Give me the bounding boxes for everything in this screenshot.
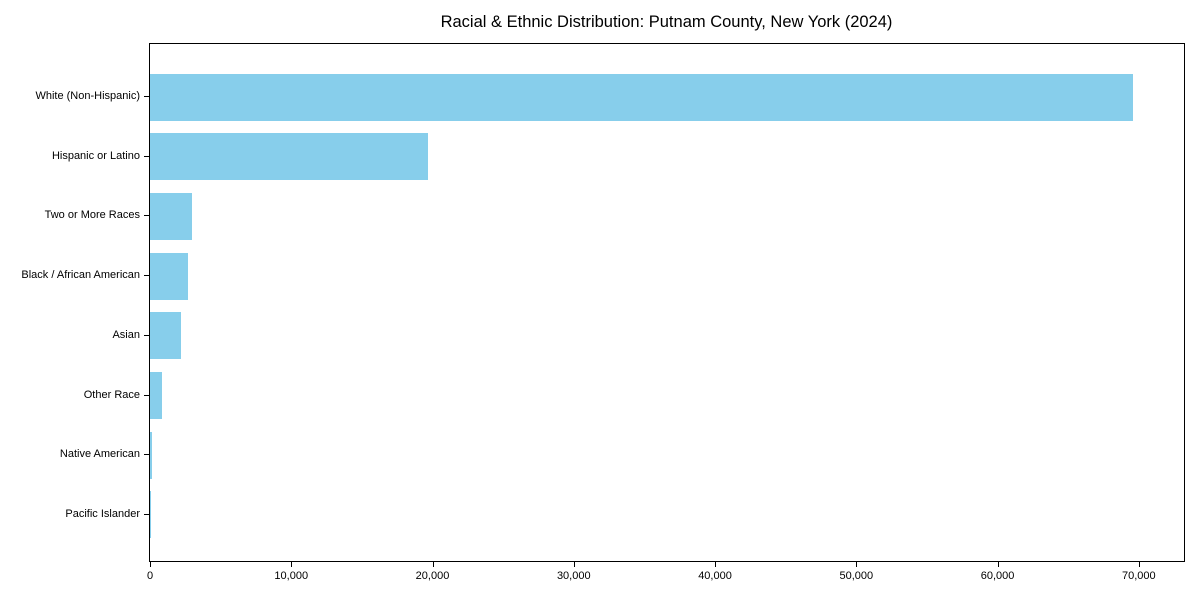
y-tick-mark — [144, 334, 149, 336]
y-tick-label: Pacific Islander — [65, 507, 140, 520]
bar — [150, 133, 428, 181]
y-tick-label: Native American — [59, 448, 140, 461]
x-tick-mark — [573, 562, 575, 567]
y-tick-mark — [144, 394, 149, 396]
x-tick-label: 40,000 — [698, 570, 732, 582]
x-tick-label: 20,000 — [415, 570, 450, 582]
bar — [150, 73, 1134, 121]
y-tick-label: Other Race — [83, 388, 140, 401]
x-tick-mark — [291, 562, 293, 567]
x-tick-mark — [432, 562, 434, 567]
y-tick-mark — [144, 513, 149, 515]
y-tick-mark — [144, 215, 149, 217]
bar — [150, 252, 189, 300]
y-tick-label: Two or More Races — [44, 209, 140, 222]
chart-title: Racial & Ethnic Distribution: Putnam Cou… — [440, 13, 893, 31]
x-tick-mark — [150, 562, 151, 567]
y-tick-label: White (Non-Hispanic) — [35, 90, 140, 102]
bar — [150, 431, 153, 479]
x-tick-label: 30,000 — [556, 570, 591, 582]
x-tick-label: 60,000 — [980, 570, 1015, 582]
bar — [150, 372, 162, 420]
y-tick-label: Black / African American — [21, 269, 140, 282]
x-tick-mark — [715, 562, 717, 567]
y-tick-mark — [144, 454, 149, 456]
x-tick-label: 70,000 — [1121, 570, 1156, 582]
y-axis: White (Non-Hispanic) Hispanic or Latino Tw… — [0, 43, 149, 562]
x-tick-mark — [997, 562, 999, 567]
plot-area — [149, 43, 1185, 562]
y-tick-mark — [144, 155, 149, 157]
y-tick-label: Asian — [112, 328, 140, 341]
x-tick-mark — [856, 562, 858, 567]
x-axis: 0 10,000 20,000 30,000 40,000 50,000 60,000 70,… — [146, 562, 1186, 600]
x-tick-label: 10,000 — [274, 570, 309, 582]
y-tick-label: Hispanic or Latino — [51, 149, 140, 162]
y-tick-mark — [144, 275, 149, 277]
x-tick-label: 50,000 — [839, 570, 874, 582]
x-tick-label: 0 — [146, 570, 154, 582]
bar — [150, 192, 192, 240]
x-tick-mark — [1138, 562, 1140, 567]
y-tick-mark — [144, 96, 149, 97]
bar — [150, 312, 182, 360]
